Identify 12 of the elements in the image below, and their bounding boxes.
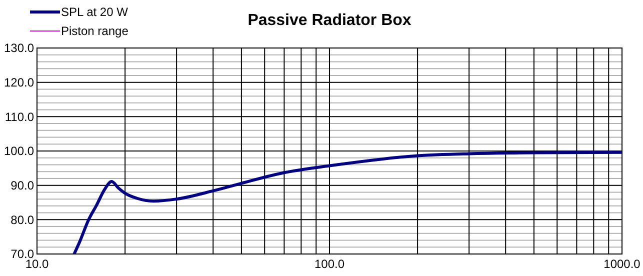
- y-tick-label: 130.0: [4, 41, 34, 56]
- y-tick-label: 120.0: [4, 76, 34, 90]
- x-tick-label: 100.0: [314, 257, 345, 271]
- y-tick-label: 110.0: [4, 110, 34, 124]
- y-tick-label: 100.0: [4, 144, 34, 158]
- legend-label: SPL at 20 W: [61, 5, 129, 20]
- chart-title: Passive Radiator Box: [248, 12, 412, 29]
- legend-label: Piston range: [61, 24, 129, 38]
- x-tick-label: 1000.0: [604, 257, 641, 271]
- y-tick-label: 90.0: [10, 178, 34, 193]
- y-tick-label: 80.0: [10, 212, 34, 227]
- x-tick-label: 10.0: [25, 257, 49, 271]
